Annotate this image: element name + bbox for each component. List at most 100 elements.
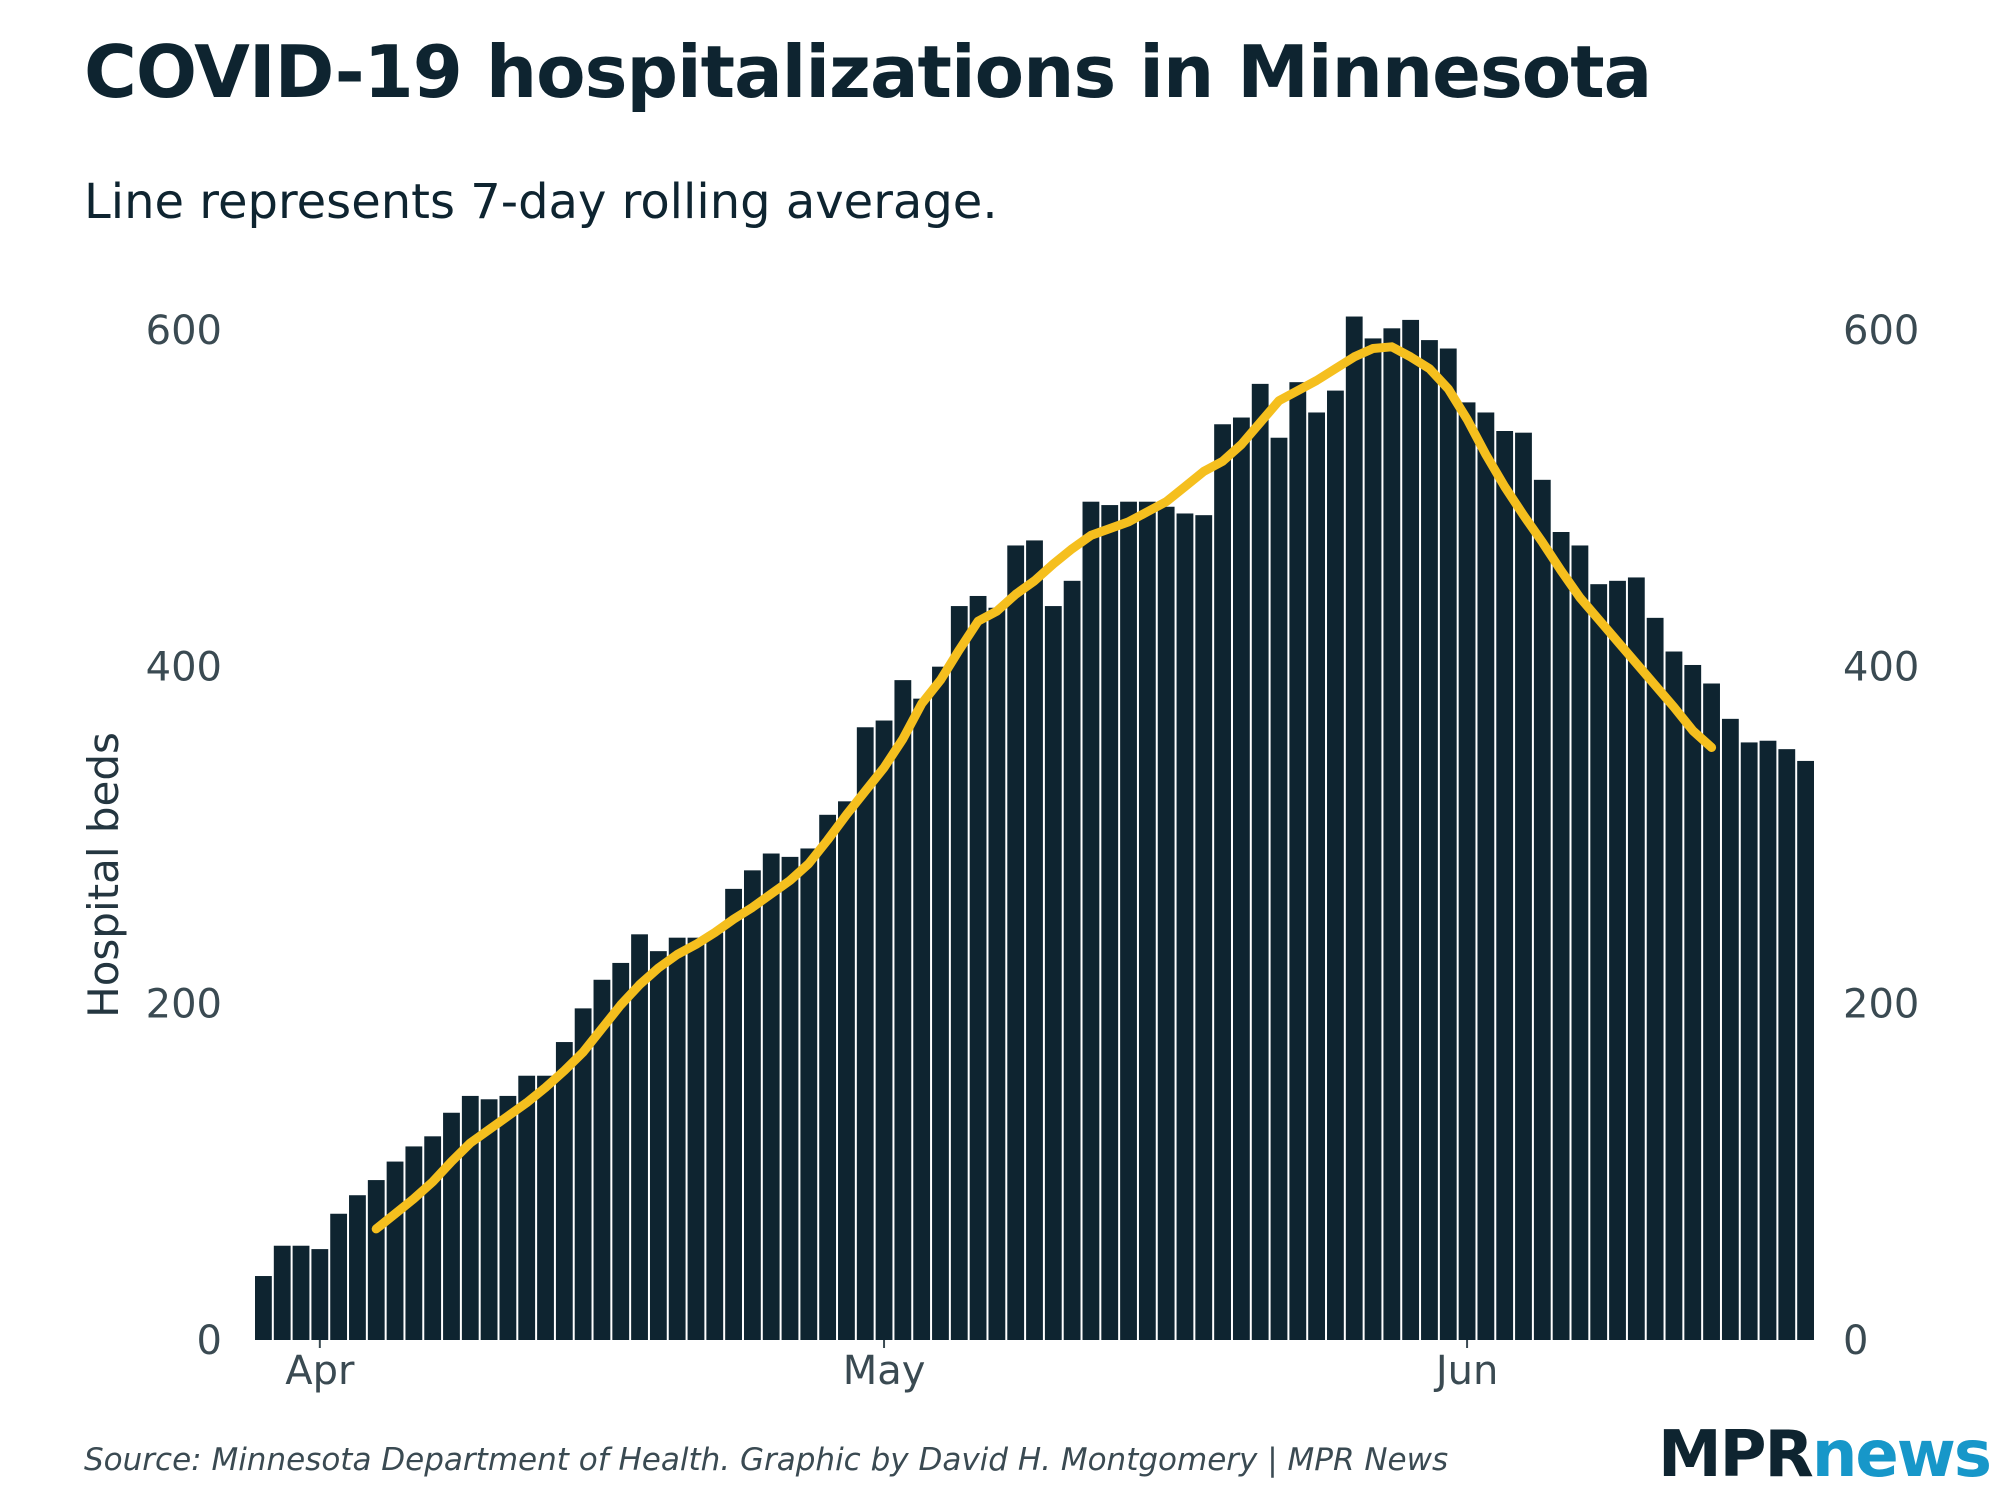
bars-series [255,316,1814,1341]
bar [461,1095,479,1340]
y-tick-label-right: 200 [1843,981,1919,1027]
bar [292,1245,310,1340]
mpr-news-logo: MPRnews [1657,1418,1992,1492]
bar [988,607,1006,1340]
bar [1138,501,1156,1340]
logo-mpr: MPR [1657,1418,1814,1492]
bar [386,1161,404,1340]
bar [1327,390,1344,1341]
bar [1270,437,1288,1341]
bar [1665,651,1683,1340]
bar [537,1075,554,1340]
bar [1157,506,1175,1340]
bar [499,1095,517,1340]
bar [856,727,874,1340]
bar [1703,683,1720,1340]
bar [1439,348,1457,1340]
source-note: Source: Minnesota Department of Health. … [84,1442,1449,1478]
bar [631,934,648,1340]
bar [932,666,949,1340]
y-tick-label-right: 600 [1843,308,1919,354]
bar [1007,545,1025,1340]
bar [1402,319,1420,1340]
bar [1797,760,1814,1340]
bar [593,979,611,1340]
bar [612,962,630,1340]
bar [1740,742,1758,1340]
bar [1063,580,1081,1340]
bar [480,1099,498,1340]
bar [1458,402,1476,1340]
bar [574,1008,592,1340]
y-tick-label-right: 400 [1843,645,1919,691]
bar [1026,540,1043,1340]
y-axis-left: 0 200 400 600 [146,308,222,1364]
bar [668,937,686,1340]
bar [743,870,761,1340]
logo-news: news [1811,1418,1992,1492]
y-tick-label-left: 600 [146,308,222,354]
bar [1609,580,1626,1340]
bar [1684,664,1702,1340]
y-tick-label-right: 0 [1843,1318,1868,1364]
bar [1496,431,1514,1340]
bar [649,951,667,1340]
x-tick-label: Jun [1433,1348,1499,1394]
bar [1308,412,1326,1341]
bar [1778,749,1796,1340]
bar [762,853,780,1340]
bar [894,680,912,1340]
bar [1721,718,1739,1340]
x-axis: Apr May Jun [285,1340,1498,1394]
bar [273,1245,291,1340]
bar [405,1146,423,1340]
bar [838,801,855,1340]
bar [1627,577,1645,1340]
bar [424,1136,442,1340]
bar [1120,501,1137,1340]
bar [1759,740,1777,1340]
bar [1195,515,1213,1340]
bar [1515,432,1532,1340]
y-axis-title: Hospital beds [79,732,128,1018]
bar [969,595,987,1340]
x-tick-label: May [843,1348,926,1394]
bar [1646,617,1664,1340]
bar [687,937,705,1340]
bar [1176,513,1194,1340]
bar [555,1042,573,1340]
bar [311,1249,329,1340]
bar [819,814,837,1340]
bar [913,698,931,1340]
bar [1421,340,1438,1341]
bar [1383,328,1401,1340]
bar [950,606,968,1340]
bar [1232,417,1250,1340]
bar [255,1276,272,1340]
bar [1552,532,1570,1340]
bar [1533,479,1551,1340]
bar [1590,584,1608,1340]
bar [1477,412,1495,1341]
bar [1214,424,1231,1340]
bar [518,1075,536,1340]
y-tick-label-left: 200 [146,981,222,1027]
chart-subtitle: Line represents 7-day rolling average. [84,174,998,230]
bar [443,1112,460,1340]
bar [1345,316,1363,1340]
bar [1571,545,1589,1340]
bar [875,720,893,1340]
bar [1364,338,1382,1340]
bar [367,1180,385,1340]
bar [1082,501,1100,1340]
bar [349,1195,366,1340]
y-axis-right: 0 200 400 600 [1843,308,1919,1364]
bar [1044,606,1062,1340]
y-tick-label-left: 400 [146,645,222,691]
bar [1289,382,1307,1340]
bar [781,856,799,1340]
bar [725,888,742,1340]
bar [330,1213,348,1340]
bar [706,932,724,1340]
x-tick-label: Apr [285,1348,355,1394]
